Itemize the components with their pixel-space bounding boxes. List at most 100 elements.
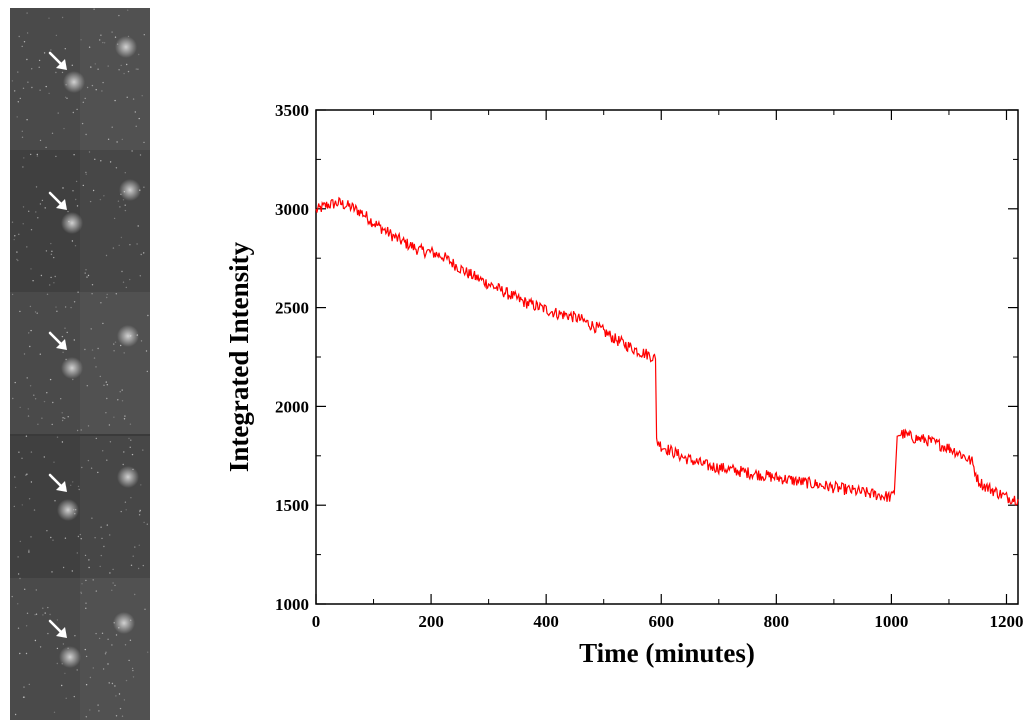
noise-speck: [119, 391, 121, 393]
noise-speck: [118, 693, 121, 695]
noise-speck: [124, 644, 127, 646]
fluorescent-spot-secondary: [117, 466, 139, 488]
noise-speck: [60, 398, 62, 400]
noise-speck: [117, 399, 119, 401]
noise-speck: [129, 446, 131, 448]
noise-speck: [30, 481, 33, 483]
noise-speck: [49, 284, 51, 286]
noise-speck: [118, 69, 120, 71]
noise-speck: [28, 551, 30, 553]
noise-speck: [56, 310, 58, 312]
noise-speck: [119, 206, 121, 208]
noise-speck: [14, 90, 16, 92]
noise-speck: [26, 377, 28, 379]
noise-speck: [16, 258, 18, 261]
noise-speck: [109, 441, 112, 443]
noise-speck: [53, 282, 55, 284]
noise-speck: [51, 250, 53, 252]
noise-speck: [62, 417, 64, 419]
noise-speck: [123, 451, 125, 453]
noise-speck: [73, 339, 76, 341]
noise-speck: [139, 509, 141, 512]
noise-speck: [79, 533, 82, 536]
noise-speck: [62, 643, 65, 645]
noise-speck: [103, 384, 105, 386]
noise-speck: [11, 595, 13, 598]
noise-speck: [55, 306, 57, 308]
noise-speck: [54, 500, 56, 502]
noise-speck: [76, 669, 78, 671]
noise-speck: [122, 281, 125, 283]
noise-speck: [30, 229, 33, 231]
x-tick-label: 1000: [874, 612, 908, 631]
noise-speck: [17, 259, 19, 262]
noise-speck: [31, 68, 33, 70]
noise-speck: [119, 707, 122, 710]
noise-speck: [87, 274, 90, 277]
noise-speck: [90, 328, 92, 330]
noise-speck: [19, 97, 21, 100]
noise-speck: [89, 676, 92, 679]
noise-speck: [84, 97, 86, 100]
noise-speck: [108, 682, 110, 684]
noise-speck: [13, 505, 15, 508]
noise-speck: [66, 97, 68, 100]
microscopy-frame: [10, 436, 150, 578]
noise-speck: [63, 417, 66, 419]
noise-speck: [100, 554, 103, 557]
noise-speck: [115, 715, 118, 717]
noise-speck: [61, 335, 64, 338]
noise-speck: [121, 138, 124, 141]
noise-speck: [19, 577, 21, 580]
noise-speck: [138, 544, 140, 546]
y-tick-label: 3000: [275, 200, 309, 219]
fluorescent-spot-secondary: [113, 612, 135, 634]
noise-speck: [73, 695, 76, 698]
noise-speck: [44, 612, 46, 614]
noise-speck: [39, 139, 42, 142]
noise-speck: [23, 686, 25, 688]
noise-speck: [81, 122, 84, 125]
noise-speck: [86, 276, 88, 278]
noise-speck: [51, 423, 53, 426]
noise-speck: [137, 225, 139, 227]
noise-speck: [45, 146, 47, 149]
noise-speck: [75, 180, 78, 183]
noise-speck: [76, 429, 79, 432]
fluorescent-spot: [63, 71, 85, 93]
noise-speck: [113, 217, 116, 220]
noise-speck: [143, 34, 145, 36]
noise-speck: [85, 579, 87, 582]
fluorescent-spot-secondary: [119, 179, 141, 201]
noise-speck: [45, 250, 48, 252]
noise-speck: [115, 695, 117, 697]
noise-speck: [21, 130, 23, 132]
noise-speck: [132, 555, 134, 557]
noise-speck: [49, 613, 51, 616]
fluorescent-spot: [61, 212, 83, 234]
x-tick-label: 400: [533, 612, 559, 631]
noise-speck: [30, 268, 32, 270]
noise-speck: [39, 89, 41, 91]
noise-speck: [85, 684, 88, 686]
intensity-line-chart: 0 200 400 600 800 1000 1200 1000 1500 2000 2500 300…: [224, 101, 1023, 668]
noise-speck: [62, 566, 65, 569]
noise-speck: [85, 716, 88, 718]
noise-speck: [49, 378, 52, 381]
noise-speck: [54, 275, 56, 278]
arrow-down-right-icon: [48, 331, 67, 350]
noise-speck: [121, 715, 124, 717]
noise-speck: [86, 385, 89, 387]
noise-speck: [125, 509, 127, 511]
noise-speck: [111, 682, 114, 685]
noise-speck: [101, 90, 103, 92]
noise-speck: [64, 48, 67, 50]
noise-speck: [84, 348, 86, 351]
noise-speck: [85, 133, 87, 136]
noise-speck: [76, 205, 79, 207]
noise-speck: [29, 305, 32, 308]
x-tick-label: 800: [764, 612, 790, 631]
noise-speck: [28, 332, 30, 334]
noise-speck: [47, 632, 49, 635]
noise-speck: [85, 269, 87, 271]
